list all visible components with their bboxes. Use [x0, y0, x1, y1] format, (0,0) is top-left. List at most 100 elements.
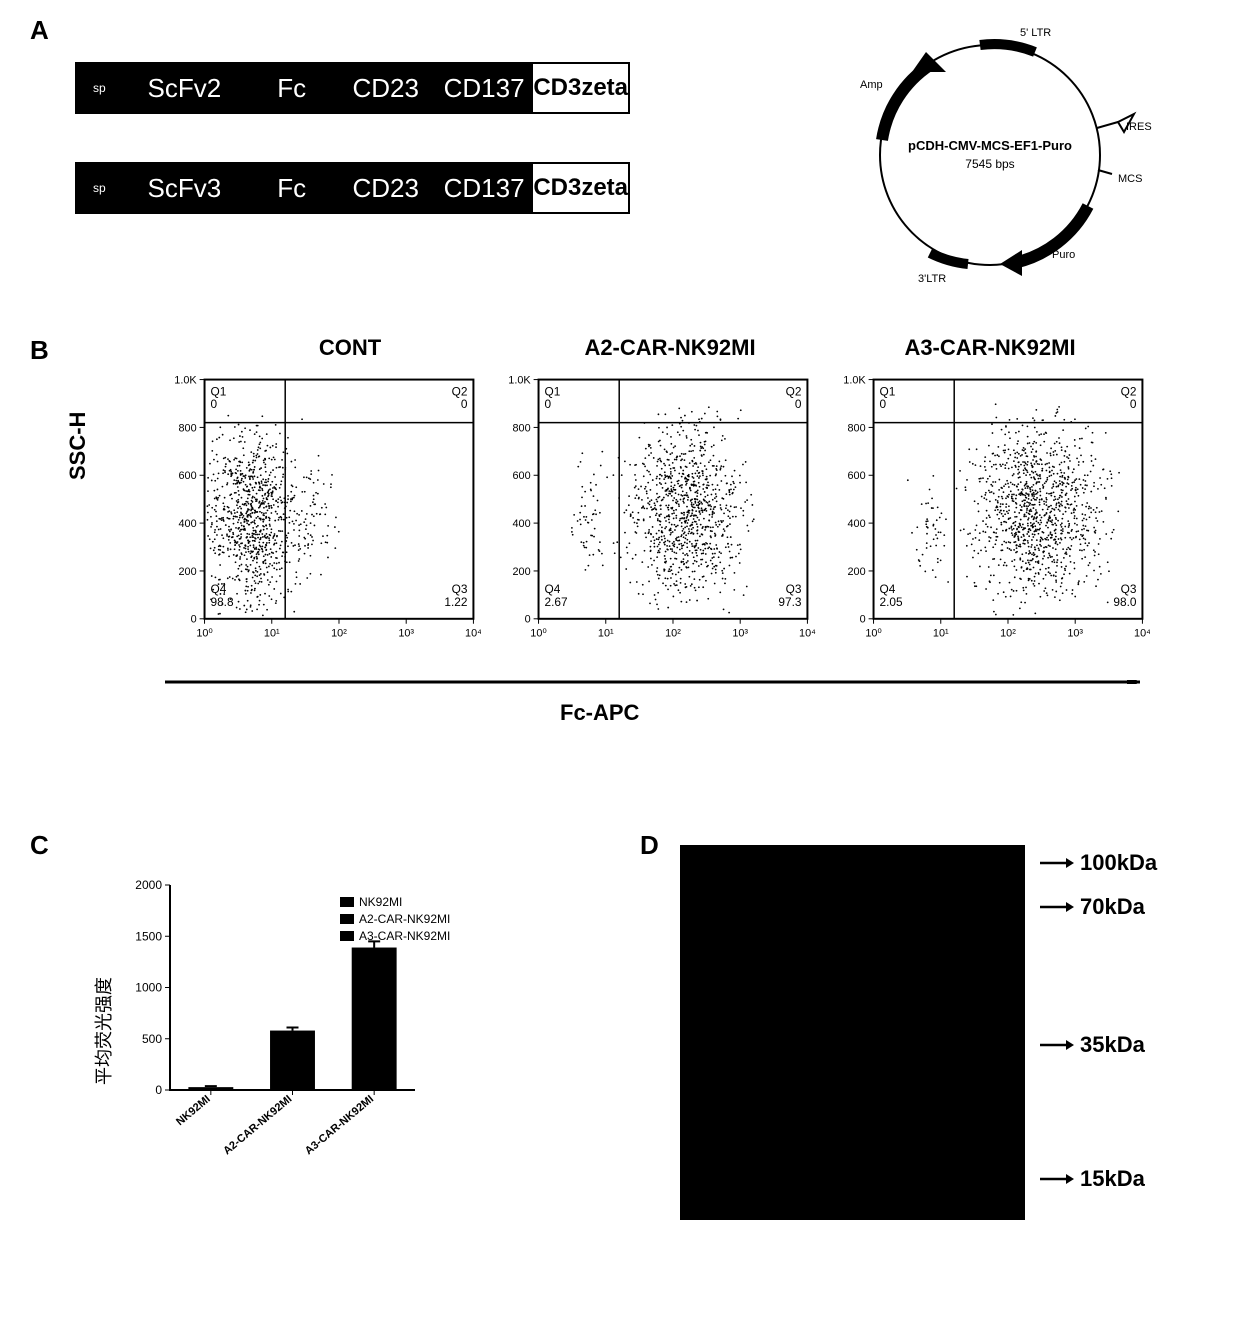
svg-text:0: 0: [191, 614, 197, 626]
svg-text:A3-CAR-NK92MI: A3-CAR-NK92MI: [303, 1093, 376, 1157]
construct-row: spScFv2FcCD23CD137CD3zeta: [75, 62, 630, 114]
svg-text:0: 0: [525, 614, 531, 626]
ladder-marker: 35kDa: [1040, 1032, 1145, 1058]
facs-y-axis-label: SSC-H: [65, 412, 91, 480]
facs-plots-row: Q10Q20Q31.22Q498.802004006008001.0K10⁰10…: [165, 370, 1150, 665]
construct-row: spScFv3FcCD23CD137CD3zeta: [75, 162, 630, 214]
svg-text:10²: 10²: [1000, 628, 1016, 640]
panel-a-label: A: [30, 15, 49, 46]
legend-item: A3-CAR-NK92MI: [340, 929, 450, 943]
svg-text:10⁰: 10⁰: [196, 628, 213, 640]
construct-segment: ScFv3: [122, 164, 247, 212]
plasmid-feat-3ltr: 3'LTR: [918, 273, 946, 285]
panel-c-label: C: [30, 830, 49, 861]
svg-text:10²: 10²: [331, 628, 347, 640]
facs-x-axis-arrow: [165, 680, 1150, 684]
svg-text:10⁰: 10⁰: [531, 628, 548, 640]
construct-segment: sp: [77, 164, 122, 212]
svg-text:0: 0: [210, 397, 217, 411]
svg-text:10⁴: 10⁴: [1134, 628, 1150, 640]
construct-segment: CD23: [336, 164, 434, 212]
construct-segment: CD137: [435, 164, 533, 212]
svg-text:400: 400: [179, 518, 197, 530]
bar-y-axis-label: 平均荧光强度: [90, 977, 116, 1085]
construct-segment: CD137: [435, 64, 533, 112]
svg-text:10²: 10²: [665, 628, 681, 640]
plasmid-name: pCDH-CMV-MCS-EF1-Puro: [908, 138, 1072, 153]
facs-x-axis-label: Fc-APC: [560, 700, 639, 726]
svg-text:200: 200: [847, 566, 865, 578]
construct-segment: sp: [77, 64, 122, 112]
construct-segment: CD3zeta: [533, 64, 628, 112]
svg-text:98.0: 98.0: [1113, 595, 1136, 609]
panel-b-label: B: [30, 335, 49, 366]
svg-text:1.0K: 1.0K: [509, 375, 532, 387]
construct-diagrams: spScFv2FcCD23CD137CD3zetaspScFv3FcCD23CD…: [75, 62, 630, 262]
svg-text:97.3: 97.3: [779, 595, 802, 609]
svg-text:0: 0: [545, 397, 552, 411]
ladder-marker: 100kDa: [1040, 850, 1157, 876]
ladder-marker: 15kDa: [1040, 1166, 1145, 1192]
svg-text:2.67: 2.67: [545, 595, 568, 609]
svg-text:10³: 10³: [733, 628, 749, 640]
svg-text:NK92MI: NK92MI: [174, 1093, 213, 1128]
facs-titles: CONTA2-CAR-NK92MIA3-CAR-NK92MI: [190, 335, 1150, 361]
svg-text:2.05: 2.05: [879, 595, 902, 609]
svg-text:0: 0: [859, 614, 865, 626]
svg-text:400: 400: [513, 518, 531, 530]
svg-text:1500: 1500: [135, 929, 162, 943]
svg-text:0: 0: [1130, 397, 1137, 411]
svg-text:600: 600: [179, 470, 197, 482]
legend-item: A2-CAR-NK92MI: [340, 912, 450, 926]
facs-plot-title: A2-CAR-NK92MI: [510, 335, 830, 361]
construct-segment: CD3zeta: [533, 164, 628, 212]
plasmid-feat-amp: Amp: [860, 79, 883, 91]
svg-text:10¹: 10¹: [933, 628, 949, 640]
svg-text:200: 200: [513, 566, 531, 578]
plasmid-map: pCDH-CMV-MCS-EF1-Puro 7545 bps 5' LTR IR…: [800, 10, 1180, 290]
svg-text:600: 600: [847, 470, 865, 482]
svg-text:10¹: 10¹: [598, 628, 614, 640]
svg-text:10³: 10³: [398, 628, 414, 640]
svg-text:98.8: 98.8: [210, 595, 233, 609]
ladder-marker: 70kDa: [1040, 894, 1145, 920]
svg-text:10⁴: 10⁴: [465, 628, 481, 640]
svg-text:500: 500: [142, 1032, 162, 1046]
facs-plot: Q10Q20Q31.22Q498.802004006008001.0K10⁰10…: [165, 370, 481, 665]
legend-item: NK92MI: [340, 895, 450, 909]
construct-segment: Fc: [247, 164, 336, 212]
plasmid-feat-5ltr: 5' LTR: [1020, 27, 1051, 39]
svg-text:1.0K: 1.0K: [174, 375, 197, 387]
svg-text:0: 0: [461, 397, 468, 411]
svg-text:10³: 10³: [1067, 628, 1083, 640]
svg-text:A2-CAR-NK92MI: A2-CAR-NK92MI: [221, 1093, 294, 1157]
svg-text:2000: 2000: [135, 878, 162, 892]
svg-text:10⁴: 10⁴: [799, 628, 815, 640]
svg-text:400: 400: [847, 518, 865, 530]
svg-text:10⁰: 10⁰: [865, 628, 882, 640]
svg-text:1.0K: 1.0K: [843, 375, 866, 387]
svg-text:600: 600: [513, 470, 531, 482]
plasmid-feat-ires: IRES: [1126, 121, 1152, 133]
facs-plot-title: CONT: [190, 335, 510, 361]
svg-text:1.22: 1.22: [444, 595, 467, 609]
facs-plot: Q10Q20Q398.0Q42.0502004006008001.0K10⁰10…: [834, 370, 1150, 665]
facs-plot: Q10Q20Q397.3Q42.6702004006008001.0K10⁰10…: [499, 370, 815, 665]
plasmid-feat-puro: Puro: [1052, 249, 1075, 261]
svg-text:800: 800: [179, 422, 197, 434]
svg-text:0: 0: [155, 1083, 162, 1097]
construct-segment: ScFv2: [122, 64, 247, 112]
svg-text:0: 0: [879, 397, 886, 411]
svg-text:200: 200: [179, 566, 197, 578]
western-blot-image: [680, 845, 1025, 1220]
panel-d-label: D: [640, 830, 659, 861]
svg-text:10¹: 10¹: [264, 628, 280, 640]
bar-legend: NK92MI A2-CAR-NK92MI A3-CAR-NK92MI: [340, 895, 450, 946]
construct-segment: CD23: [336, 64, 434, 112]
plasmid-feat-mcs: MCS: [1118, 173, 1142, 185]
svg-text:800: 800: [847, 422, 865, 434]
plasmid-size: 7545 bps: [965, 157, 1014, 171]
facs-plot-title: A3-CAR-NK92MI: [830, 335, 1150, 361]
svg-text:1000: 1000: [135, 981, 162, 995]
construct-segment: Fc: [247, 64, 336, 112]
